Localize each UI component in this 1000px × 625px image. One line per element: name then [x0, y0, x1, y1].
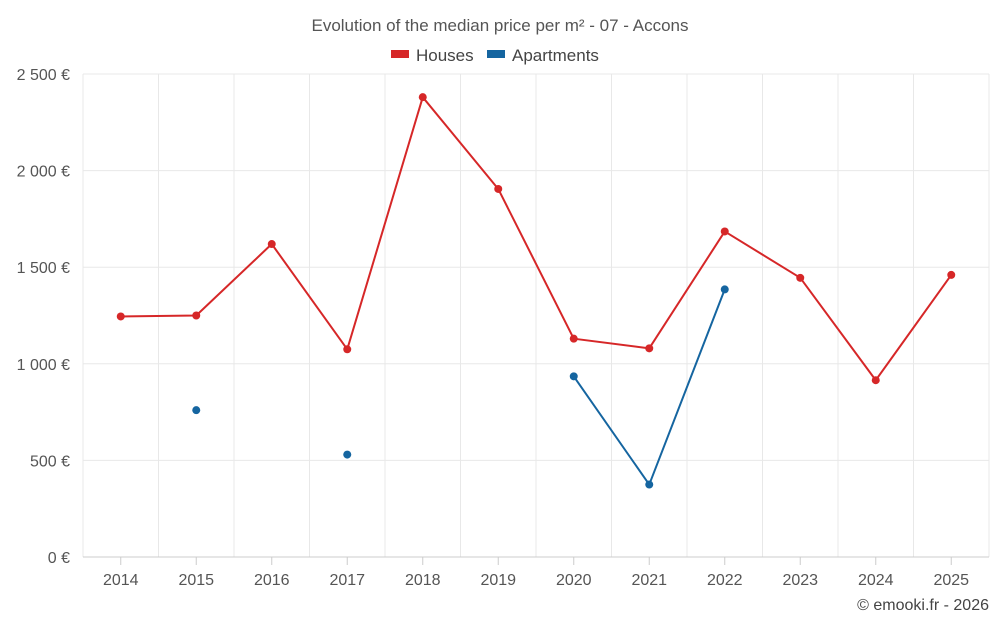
data-point-apartments[interactable]	[569, 372, 578, 381]
series-line-apartments	[572, 289, 726, 486]
data-point-houses[interactable]	[494, 184, 503, 193]
data-point-houses[interactable]	[871, 376, 880, 385]
x-tick-label: 2020	[556, 572, 592, 589]
data-point-houses[interactable]	[192, 311, 201, 320]
data-point-houses[interactable]	[569, 334, 578, 343]
data-point-houses[interactable]	[418, 93, 427, 102]
data-point-apartments[interactable]	[343, 450, 352, 459]
data-point-houses[interactable]	[343, 345, 352, 354]
y-tick-label: 1 000 €	[17, 357, 70, 374]
x-tick-label: 2014	[103, 572, 139, 589]
data-point-houses[interactable]	[796, 273, 805, 282]
series-line-houses	[120, 96, 953, 382]
y-tick-label: 2 000 €	[17, 164, 70, 181]
credit-text: © emooki.fr - 2026	[857, 597, 989, 614]
x-tick-label: 2022	[707, 572, 743, 589]
legend-swatch-apartments	[487, 50, 505, 58]
x-tick-label: 2023	[782, 572, 818, 589]
legend-label-apartments[interactable]: Apartments	[512, 46, 599, 65]
legend-swatch-houses	[391, 50, 409, 58]
series	[116, 93, 956, 489]
data-point-houses[interactable]	[116, 312, 125, 321]
grid	[82, 73, 990, 557]
data-point-apartments[interactable]	[192, 406, 201, 415]
data-point-houses[interactable]	[645, 344, 654, 353]
series-apartments	[192, 285, 729, 489]
x-tick-label: 2017	[329, 572, 365, 589]
data-point-houses[interactable]	[267, 240, 276, 249]
chart-title: Evolution of the median price per m² - 0…	[311, 16, 688, 35]
x-tick-label: 2018	[405, 572, 441, 589]
data-point-houses[interactable]	[947, 270, 956, 279]
x-tick-label: 2025	[933, 572, 969, 589]
x-tick-label: 2016	[254, 572, 290, 589]
legend: Houses Apartments	[391, 46, 599, 65]
x-tick-label: 2021	[631, 572, 667, 589]
y-tick-label: 1 500 €	[17, 260, 70, 277]
data-point-apartments[interactable]	[720, 285, 729, 294]
data-point-apartments[interactable]	[645, 480, 654, 489]
x-tick-label: 2019	[480, 572, 516, 589]
data-point-houses[interactable]	[720, 227, 729, 236]
y-tick-label: 500 €	[30, 453, 70, 470]
x-tick-label: 2024	[858, 572, 894, 589]
y-tick-label: 0 €	[48, 550, 70, 567]
axes: 0 € 500 € 1 000 € 1 500 € 2 000 € 2 500 € 2014…	[17, 67, 989, 589]
y-tick-label: 2 500 €	[17, 67, 70, 84]
legend-label-houses[interactable]: Houses	[416, 46, 474, 65]
x-tick-label: 2015	[178, 572, 214, 589]
series-houses	[116, 93, 956, 385]
